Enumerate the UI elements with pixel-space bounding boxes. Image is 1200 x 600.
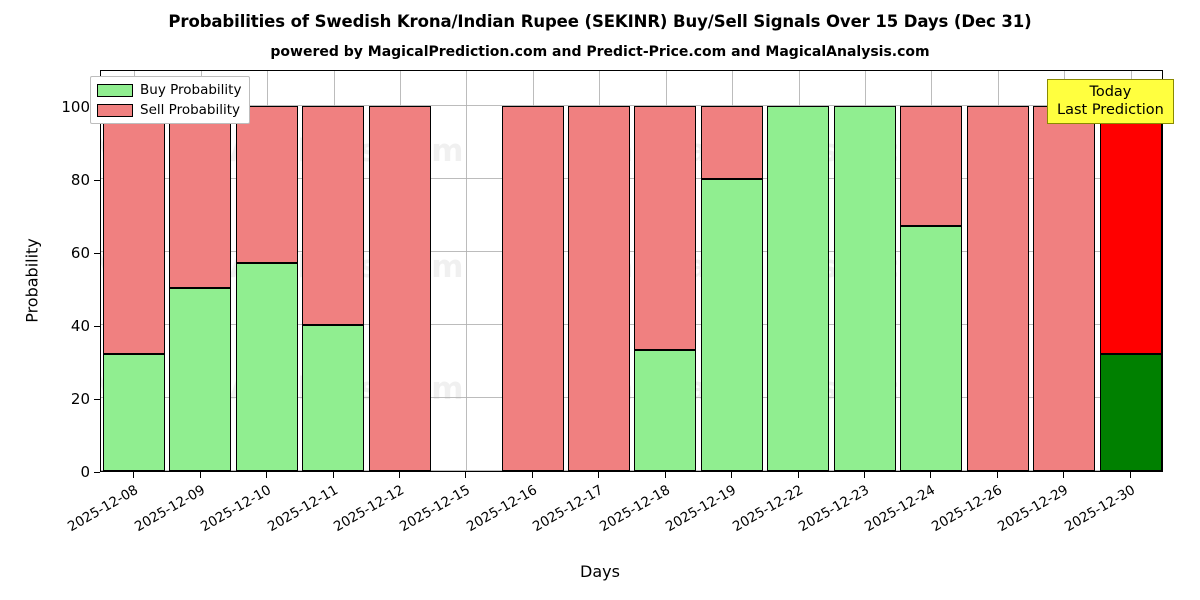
y-axis-tick-mark [94, 252, 100, 254]
x-axis-tick-mark [1130, 472, 1131, 478]
x-axis-tick-mark [399, 472, 400, 478]
y-axis-tick-mark [94, 325, 100, 327]
bar-segment-sell[interactable] [1100, 105, 1162, 355]
bar-2025-12-09[interactable] [169, 71, 231, 471]
bar-2025-12-23[interactable] [834, 71, 896, 471]
bar-segment-buy[interactable] [634, 350, 696, 471]
bar-2025-12-26[interactable] [967, 71, 1029, 471]
bar-2025-12-29[interactable] [1033, 71, 1095, 471]
x-axis-tick-mark [997, 472, 998, 478]
bar-segment-buy[interactable] [236, 262, 298, 471]
bar-2025-12-18[interactable] [634, 71, 696, 471]
bar-2025-12-22[interactable] [767, 71, 829, 471]
bar-segment-buy[interactable] [701, 178, 763, 471]
bar-segment-sell[interactable] [369, 105, 431, 471]
x-axis-tick-mark [798, 472, 799, 478]
today-annotation: Today Last Prediction [1047, 79, 1174, 125]
gridline-horizontal [101, 470, 1162, 471]
x-axis-tick-mark [930, 472, 931, 478]
gridline-horizontal [101, 104, 1162, 106]
gridline-horizontal [101, 177, 1162, 179]
legend-label: Sell Probability [140, 102, 241, 118]
bar-segment-buy[interactable] [900, 226, 962, 471]
x-axis-tick-mark [665, 472, 666, 478]
legend-item-sell[interactable]: Sell Probability [97, 102, 241, 118]
gridline-horizontal [101, 396, 1162, 398]
y-axis-tick-mark [94, 472, 100, 473]
bar-2025-12-19[interactable] [701, 71, 763, 471]
bar-segment-sell[interactable] [169, 105, 231, 289]
x-axis-tick-mark [333, 472, 334, 478]
x-axis-tick-mark [598, 472, 599, 478]
bar-2025-12-17[interactable] [568, 71, 630, 471]
chart-subtitle: powered by MagicalPrediction.com and Pre… [270, 44, 930, 60]
x-axis-tick-mark [1063, 472, 1064, 478]
x-axis-tick-mark [731, 472, 732, 478]
legend-swatch-icon [97, 83, 133, 97]
bar-2025-12-12[interactable] [369, 71, 431, 471]
x-axis-label: Days [580, 562, 620, 581]
x-axis-tick-mark [532, 472, 533, 478]
gridline-vertical [466, 71, 467, 471]
bar-2025-12-24[interactable] [900, 71, 962, 471]
y-axis-tick-label: 20 [70, 389, 90, 408]
x-axis-tick-mark [465, 472, 466, 478]
x-axis-tick-mark [133, 472, 134, 478]
bar-2025-12-30[interactable] [1100, 71, 1162, 471]
bar-2025-12-11[interactable] [302, 71, 364, 471]
bar-segment-sell[interactable] [502, 105, 564, 471]
bar-2025-12-10[interactable] [236, 71, 298, 471]
bar-segment-sell[interactable] [302, 105, 364, 325]
x-axis-tick-mark [864, 472, 865, 478]
bar-segment-sell[interactable] [103, 105, 165, 355]
x-axis-tick-mark [266, 472, 267, 478]
gridline-horizontal [101, 323, 1162, 325]
y-axis-tick-label: 40 [70, 316, 90, 335]
bar-segment-buy[interactable] [103, 354, 165, 471]
today-annotation-line1: Today [1089, 84, 1132, 100]
bar-2025-12-16[interactable] [502, 71, 564, 471]
legend-swatch-icon [97, 103, 133, 117]
bar-segment-buy[interactable] [834, 105, 896, 471]
bar-segment-sell[interactable] [236, 105, 298, 263]
legend-label: Buy Probability [140, 82, 242, 98]
chart-legend: Buy Probability Sell Probability [90, 76, 251, 124]
bar-segment-sell[interactable] [701, 105, 763, 179]
bar-segment-sell[interactable] [568, 105, 630, 471]
y-axis-label: Probability [22, 238, 42, 323]
bar-segment-sell[interactable] [900, 105, 962, 227]
plot-area: MagicalAnalysis.comMagicalAnalysis.comMa… [100, 70, 1163, 472]
y-axis-tick-label: 80 [70, 170, 90, 189]
bar-segment-buy[interactable] [767, 105, 829, 471]
today-annotation-line2: Last Prediction [1057, 102, 1164, 119]
bar-segment-buy[interactable] [169, 288, 231, 471]
y-axis-tick-mark [94, 179, 100, 181]
legend-item-buy[interactable]: Buy Probability [97, 82, 241, 98]
bar-segment-buy[interactable] [302, 324, 364, 471]
bar-segment-buy[interactable] [1100, 354, 1162, 471]
chart-title: Probabilities of Swedish Krona/Indian Ru… [168, 12, 1032, 31]
y-axis-tick-mark [94, 398, 100, 400]
y-axis-tick-label: 60 [70, 243, 90, 262]
x-axis-tick-mark [200, 472, 201, 478]
bar-segment-sell[interactable] [634, 105, 696, 351]
y-axis-tick-label: 0 [80, 463, 90, 481]
gridline-horizontal [101, 250, 1162, 252]
bar-segment-sell[interactable] [1033, 105, 1095, 471]
bar-segment-sell[interactable] [967, 105, 1029, 471]
y-axis-tick-label: 100 [61, 97, 90, 116]
bar-2025-12-08[interactable] [103, 71, 165, 471]
